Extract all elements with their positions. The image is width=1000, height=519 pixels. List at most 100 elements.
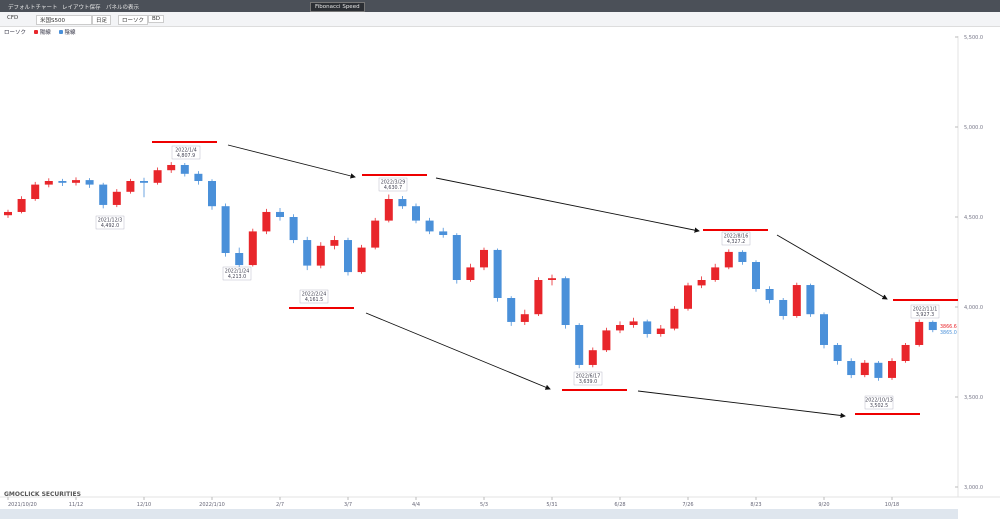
annotation-date: 2022/1/4 [175, 148, 197, 154]
annotation-date: 2022/6/17 [576, 374, 601, 380]
candle-body [684, 285, 692, 309]
candle-body [17, 199, 26, 212]
candle-body [439, 231, 448, 236]
candle-body [534, 280, 543, 315]
annotation-box [910, 304, 940, 319]
annotation-date: 2021/12/3 [98, 218, 123, 224]
x-tick-label: 2/7 [276, 502, 284, 508]
y-tick-label: 5,000.0 [964, 125, 983, 131]
x-tick-label: 7/26 [682, 502, 693, 508]
y-tick-label: 5,500.0 [964, 35, 983, 41]
candle-body [901, 344, 910, 361]
candle-body [316, 245, 325, 266]
candle-body [85, 180, 94, 185]
menu-button[interactable]: レイアウト保存 [62, 5, 101, 11]
candle-body [752, 262, 760, 290]
candle-body [58, 181, 67, 183]
annotation-price: 4,630.7 [384, 185, 402, 191]
candle-body [398, 199, 407, 207]
candle-body [765, 289, 774, 300]
x-tick-label: 11/12 [69, 502, 83, 508]
annotation-price: 4,327.2 [727, 239, 745, 245]
candle-body [520, 314, 529, 322]
candle-body [248, 231, 257, 266]
candle-body [888, 360, 896, 378]
annotation-date: 2022/1/24 [225, 269, 250, 275]
tool-button[interactable]: Fibonacci Speed [310, 2, 365, 12]
candle-body [915, 321, 924, 345]
logo: GMOCLICK SECURITIES [4, 491, 81, 498]
candle-body [262, 211, 271, 232]
candle-body [616, 324, 624, 331]
last-price-label: 3866.6 [940, 324, 957, 330]
chart-type-select[interactable]: ローソク [118, 15, 149, 25]
candle-body [452, 235, 461, 281]
period-select[interactable]: 日足 [92, 15, 112, 25]
candle-body [99, 184, 108, 205]
menu-button[interactable]: デフォルトチャート [8, 5, 58, 11]
toolbar: デフォルトチャート レイアウト保存 パネルの表示 Fibonacci Speed [0, 0, 1000, 12]
candle-body [779, 299, 788, 316]
x-tick-label: 4/4 [412, 502, 420, 508]
annotation-box [573, 371, 603, 386]
y-tick-label: 3,500.0 [964, 395, 983, 401]
candle-body [153, 170, 162, 183]
candle-body [860, 362, 869, 376]
last-price-label: 3865.0 [940, 330, 957, 336]
candle-body [548, 278, 556, 281]
candle-body [303, 240, 312, 266]
symbol-select[interactable]: 米国S500 [36, 15, 92, 25]
candle-body [820, 314, 828, 345]
navigator[interactable] [0, 509, 958, 519]
annotation-price: 4,161.5 [305, 297, 323, 303]
legend-label: 陽線 [39, 30, 51, 36]
x-tick-label: 2021/10/20 [8, 502, 37, 508]
candle-body [194, 173, 203, 182]
candle-body [235, 253, 244, 266]
x-tick-label: 12/10 [137, 502, 151, 508]
annotation-date: 2022/2/24 [302, 292, 327, 298]
menu-button[interactable]: パネルの表示 [106, 5, 140, 11]
candle-body [561, 278, 570, 325]
candle-body [806, 285, 815, 315]
candle-body [711, 267, 720, 281]
annotation-box [95, 215, 125, 230]
annotation-date: 2022/11/1 [913, 307, 938, 313]
candle-body [72, 180, 80, 183]
x-tick-label: 9/20 [818, 502, 829, 508]
x-tick-label: 8/23 [750, 502, 761, 508]
candle-body [588, 350, 597, 365]
candle-body [643, 321, 652, 334]
annotation-price: 4,213.0 [228, 274, 246, 280]
candle-body [140, 181, 148, 183]
candle-body [874, 362, 883, 378]
candle-body [357, 247, 366, 273]
x-tick-label: 6/28 [614, 502, 625, 508]
annotation-date: 2022/3/29 [381, 180, 406, 186]
candle-body [208, 181, 216, 207]
candle-body [412, 206, 420, 221]
candle-body [493, 249, 502, 298]
candle-body [344, 240, 352, 273]
candle-body [847, 360, 856, 376]
annotation-price: 3,927.3 [916, 312, 934, 318]
market-label: CFD [7, 15, 19, 21]
drawn-arrows [227, 144, 888, 419]
annotation-box [378, 177, 408, 192]
legend-label: 陰線 [64, 30, 76, 36]
annotation-box [171, 145, 201, 160]
candle-body [738, 251, 747, 263]
drawn-lines [152, 141, 958, 415]
candle-body [466, 267, 475, 281]
annotation-box [721, 231, 751, 246]
x-tick-label: 5/31 [546, 502, 557, 508]
annotation-box [864, 395, 894, 410]
candle-body [276, 211, 284, 218]
candle-body [928, 321, 937, 331]
candle-body [126, 181, 135, 192]
price-type-select[interactable]: BD [148, 15, 165, 23]
candle-body [602, 330, 611, 351]
legend-entry: ローソク [4, 30, 27, 36]
